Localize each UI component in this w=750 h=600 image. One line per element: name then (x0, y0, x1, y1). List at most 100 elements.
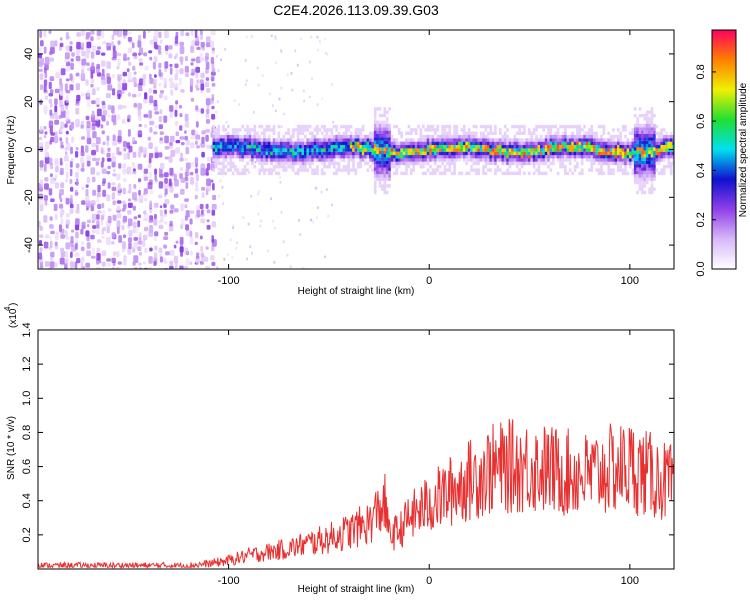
spectrogram-cell-2722 (532, 158, 536, 162)
spectrogram-cell-2379 (458, 171, 461, 176)
spectrogram-cell-2252 (431, 138, 435, 142)
spectrogram-cell-1828 (354, 145, 358, 149)
spectrogram-cell-3270 (643, 184, 647, 188)
spectrogram-cell-1908 (373, 184, 377, 188)
spectrogram-cell-2843 (559, 161, 562, 166)
spectrogram-cell-921 (195, 36, 200, 44)
spectrogram-cell-1527 (292, 148, 295, 152)
spectrogram-cell-1392 (263, 158, 266, 162)
spectrogram-cell-3220 (636, 130, 639, 134)
spectrogram-cell-1847 (359, 158, 362, 162)
spectrogram-cell-3242 (638, 130, 642, 134)
spectrogram-cell-1499 (284, 131, 288, 135)
spectrogram-cell-1694 (325, 131, 329, 135)
spectrogram-cell-823 (180, 203, 184, 212)
spectrogram-cell-545 (127, 92, 131, 97)
spectrogram-cell-729 (158, 62, 162, 69)
spectrogram-cell-3080 (609, 151, 613, 156)
spectrogram-cell-1804 (349, 151, 353, 156)
spectrogram-cell-2021 (385, 177, 389, 181)
spectrogram-cell-1027 (245, 79, 248, 83)
spectrogram-cell-2544 (491, 131, 495, 135)
spectrogram-cell-264 (80, 145, 84, 153)
spectrogram-cell-1563 (299, 145, 302, 149)
spectrogram-cell-953 (205, 246, 209, 250)
spectrogram-cell-3059 (605, 148, 608, 152)
spectrogram-cell-1783 (345, 134, 348, 139)
spectrogram-cell-123 (59, 224, 62, 232)
spectrogram-cell-3416 (662, 165, 666, 169)
spectrogram-cell-972 (205, 98, 211, 106)
spectrogram-cell-3221 (636, 127, 639, 131)
spectrogram-cell-1144 (273, 226, 276, 230)
spectrogram-cell-21 (39, 125, 43, 132)
spectrogram-cell-1602 (306, 138, 309, 142)
spectrogram-cell-395 (101, 130, 105, 135)
spectrogram-cell-1805 (349, 148, 353, 152)
spectrogram-cell-1199 (219, 138, 223, 142)
spectrogram-cell-308 (85, 36, 90, 40)
spectrogram-cell-1132 (316, 103, 319, 107)
spectrogram-cell-1916 (373, 157, 377, 161)
spectrogram-cell-3230 (638, 170, 642, 175)
spectrogram-cell-1855 (359, 131, 362, 135)
spectrogram-cell-3019 (597, 171, 601, 176)
spectrogram-cell-902 (195, 174, 199, 182)
spectrogram-cell-2375 (455, 134, 459, 139)
spectrogram-cell-1333 (248, 131, 252, 135)
spectrogram-cell-1009 (210, 57, 215, 64)
spectrogram-cell-1235 (227, 131, 230, 135)
spectrogram-cell-2809 (549, 131, 553, 135)
spectrogram-cell-1936 (376, 164, 379, 168)
spectrogram-cell-98 (54, 234, 59, 240)
spectrogram-cell-851 (184, 204, 188, 209)
spectrogram-cell-1488 (282, 138, 285, 142)
spectrogram-cell-873 (189, 218, 193, 225)
spectrogram-cell-790 (175, 268, 179, 269)
spectrogram-cell-2535 (489, 124, 492, 129)
spectrogram-cell-240 (75, 107, 80, 115)
spectrogram-cell-1447 (275, 171, 278, 176)
spectrogram-cell-2740 (535, 134, 538, 139)
spectrogram-cell-1422 (267, 134, 271, 139)
spectrogram-cell-3140 (621, 124, 625, 129)
spectrogram-cell-2839 (556, 134, 560, 139)
spectrogram-x-tick-label-100: 100 (621, 275, 639, 287)
spectrogram-cell-1657 (318, 141, 322, 145)
spectrogram-cell-1721 (332, 158, 336, 162)
spectrogram-cell-213 (69, 73, 73, 81)
spectrogram-cell-1759 (340, 141, 343, 145)
spectrogram-cell-2849 (559, 141, 562, 145)
spectrogram-cell-1909 (373, 180, 377, 185)
spectrogram-cell-3376 (653, 130, 656, 134)
spectrogram-cell-211 (69, 84, 74, 91)
spectrogram-cell-1071 (274, 37, 277, 41)
spectrogram-cell-737 (165, 251, 170, 256)
spectrogram-cell-1692 (325, 138, 329, 142)
spectrogram-cell-1384 (260, 145, 264, 149)
spectrogram-cell-2007 (383, 147, 387, 151)
spectrogram-cell-2906 (571, 138, 574, 142)
spectrogram-cell-222 (75, 242, 78, 250)
spectrogram-cell-2785 (544, 138, 548, 142)
spectrogram-cell-2859 (561, 145, 565, 149)
spectrogram-cell-1743 (337, 165, 341, 169)
spectrogram-cell-1512 (289, 161, 293, 166)
spectrogram-cell-3431 (665, 141, 668, 145)
spectrogram-cell-3228 (638, 177, 642, 181)
spectrogram-cell-976 (205, 68, 209, 74)
spectrogram-cell-478 (117, 183, 121, 191)
spectrogram-cell-1066 (273, 260, 276, 264)
spectrogram-cell-2031 (385, 144, 389, 148)
spectrogram-cell-2678 (523, 171, 526, 176)
spectrogram-cell-3053 (602, 128, 606, 132)
spectrogram-cell-3024 (597, 151, 601, 156)
spectrogram-cell-3443 (667, 138, 671, 142)
spectrogram-cell-769 (169, 209, 174, 214)
spectrogram-cell-3444 (667, 134, 671, 139)
spectrogram-cell-3182 (631, 131, 635, 135)
spectrogram-cell-2490 (482, 155, 485, 159)
spectrogram-cell-2094 (397, 161, 401, 166)
spectrogram-cell-3347 (650, 150, 654, 155)
spectrogram-cell-2039 (385, 117, 389, 121)
